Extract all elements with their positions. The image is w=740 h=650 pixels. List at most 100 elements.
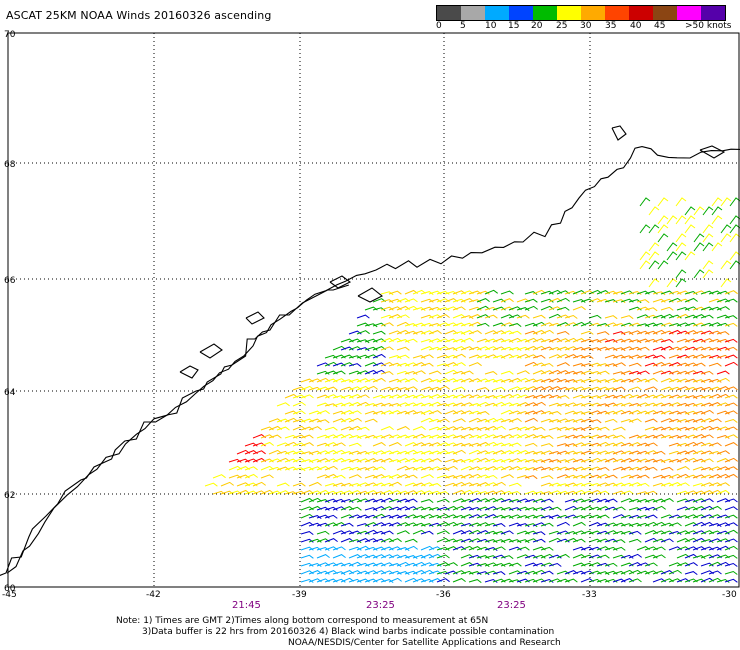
wind-barb — [476, 466, 490, 471]
wind-barb — [666, 242, 678, 252]
map-title: ASCAT 25KM NOAA Winds 20160326 ascending — [6, 9, 272, 22]
colorbar-label: 0 — [436, 21, 442, 31]
wind-barb — [420, 362, 434, 367]
wind-barb — [508, 354, 522, 359]
longitude-label: -39 — [292, 590, 307, 600]
wind-barb — [596, 323, 610, 327]
wind-barb — [460, 315, 474, 320]
wind-barb — [388, 290, 402, 295]
wind-barb — [300, 459, 314, 464]
wind-barb — [724, 554, 738, 559]
wind-barb — [588, 395, 602, 400]
wind-barb — [308, 562, 322, 567]
wind-barb — [675, 197, 687, 207]
wind-barb — [724, 290, 738, 295]
wind-barb — [708, 450, 722, 455]
wind-barb — [332, 395, 346, 400]
lat-lon-gridlines — [8, 33, 739, 587]
wind-barb — [596, 379, 610, 384]
wind-barb — [396, 465, 410, 471]
wind-barb — [476, 571, 490, 576]
wind-barb — [644, 466, 658, 471]
wind-barb — [532, 507, 546, 512]
wind-barb — [724, 466, 738, 471]
wind-barb — [724, 434, 738, 439]
wind-barb — [628, 530, 642, 535]
wind-barb — [348, 506, 362, 511]
wind-barb — [380, 530, 394, 535]
wind-barb — [636, 323, 650, 328]
wind-barb — [372, 434, 386, 439]
colorbar-swatch — [509, 6, 533, 20]
colorbar-label: >50 knots — [685, 21, 732, 31]
wind-barb — [412, 515, 426, 519]
wind-barb — [540, 338, 554, 343]
wind-barb — [404, 289, 418, 295]
wind-barb — [284, 491, 298, 496]
wind-barb — [452, 489, 466, 495]
wind-barb — [580, 458, 594, 463]
wind-barb — [324, 386, 338, 391]
wind-barb — [268, 434, 282, 439]
wind-barb — [684, 562, 698, 567]
wind-barb — [356, 347, 370, 352]
wind-barb — [476, 411, 490, 415]
wind-barb — [436, 306, 450, 311]
wind-barb — [476, 298, 490, 303]
wind-barb — [580, 435, 594, 440]
wind-barb — [596, 426, 610, 431]
wind-barb — [708, 378, 722, 383]
wind-barb — [468, 427, 482, 431]
wind-barb — [564, 530, 578, 535]
wind-barb — [660, 498, 674, 503]
wind-barb — [556, 483, 570, 488]
wind-barb — [420, 530, 434, 535]
wind-barb — [492, 425, 506, 431]
wind-barb — [396, 426, 410, 431]
wind-barb — [484, 314, 498, 319]
wind-barb — [724, 473, 738, 479]
wind-barb — [724, 322, 738, 327]
wind-barb — [724, 394, 738, 399]
wind-barb — [316, 499, 330, 503]
wind-barb — [292, 467, 306, 472]
wind-barb — [476, 418, 490, 423]
wind-barb — [620, 554, 634, 559]
wind-barb — [444, 465, 458, 471]
wind-barb — [228, 465, 242, 471]
wind-barb — [648, 251, 660, 261]
wind-barb — [702, 269, 714, 279]
wind-barb — [468, 321, 482, 327]
wind-barb — [324, 483, 338, 487]
wind-barb — [508, 442, 522, 447]
wind-barb — [404, 434, 418, 439]
wind-barb — [572, 451, 586, 456]
wind-barb — [711, 215, 723, 225]
wind-barb — [404, 338, 418, 343]
longitude-labels: -45 -42 -39 -36 -33 -30 — [2, 590, 737, 600]
colorbar-swatch — [557, 6, 581, 20]
wind-barb — [652, 450, 666, 455]
wind-barb — [300, 451, 314, 456]
wind-barb — [396, 314, 410, 319]
coastline-segment — [0, 284, 349, 576]
wind-barb — [596, 490, 610, 495]
wind-barb — [404, 386, 418, 391]
wind-barb — [340, 522, 354, 527]
wind-barb — [612, 394, 626, 399]
wind-barb — [657, 233, 669, 243]
wind-barb — [693, 206, 705, 216]
wind-barb — [524, 475, 538, 480]
longitude-label: -36 — [436, 590, 451, 600]
wind-barb — [460, 337, 474, 343]
wind-barb — [492, 379, 506, 383]
wind-barb — [652, 546, 666, 551]
wind-barb — [428, 507, 442, 511]
wind-barb — [524, 570, 538, 575]
wind-barb — [660, 538, 674, 543]
wind-barb — [636, 299, 650, 304]
wind-barb — [660, 338, 674, 343]
wind-barb — [308, 426, 322, 431]
wind-barb — [492, 355, 506, 359]
wind-barb — [636, 482, 650, 487]
